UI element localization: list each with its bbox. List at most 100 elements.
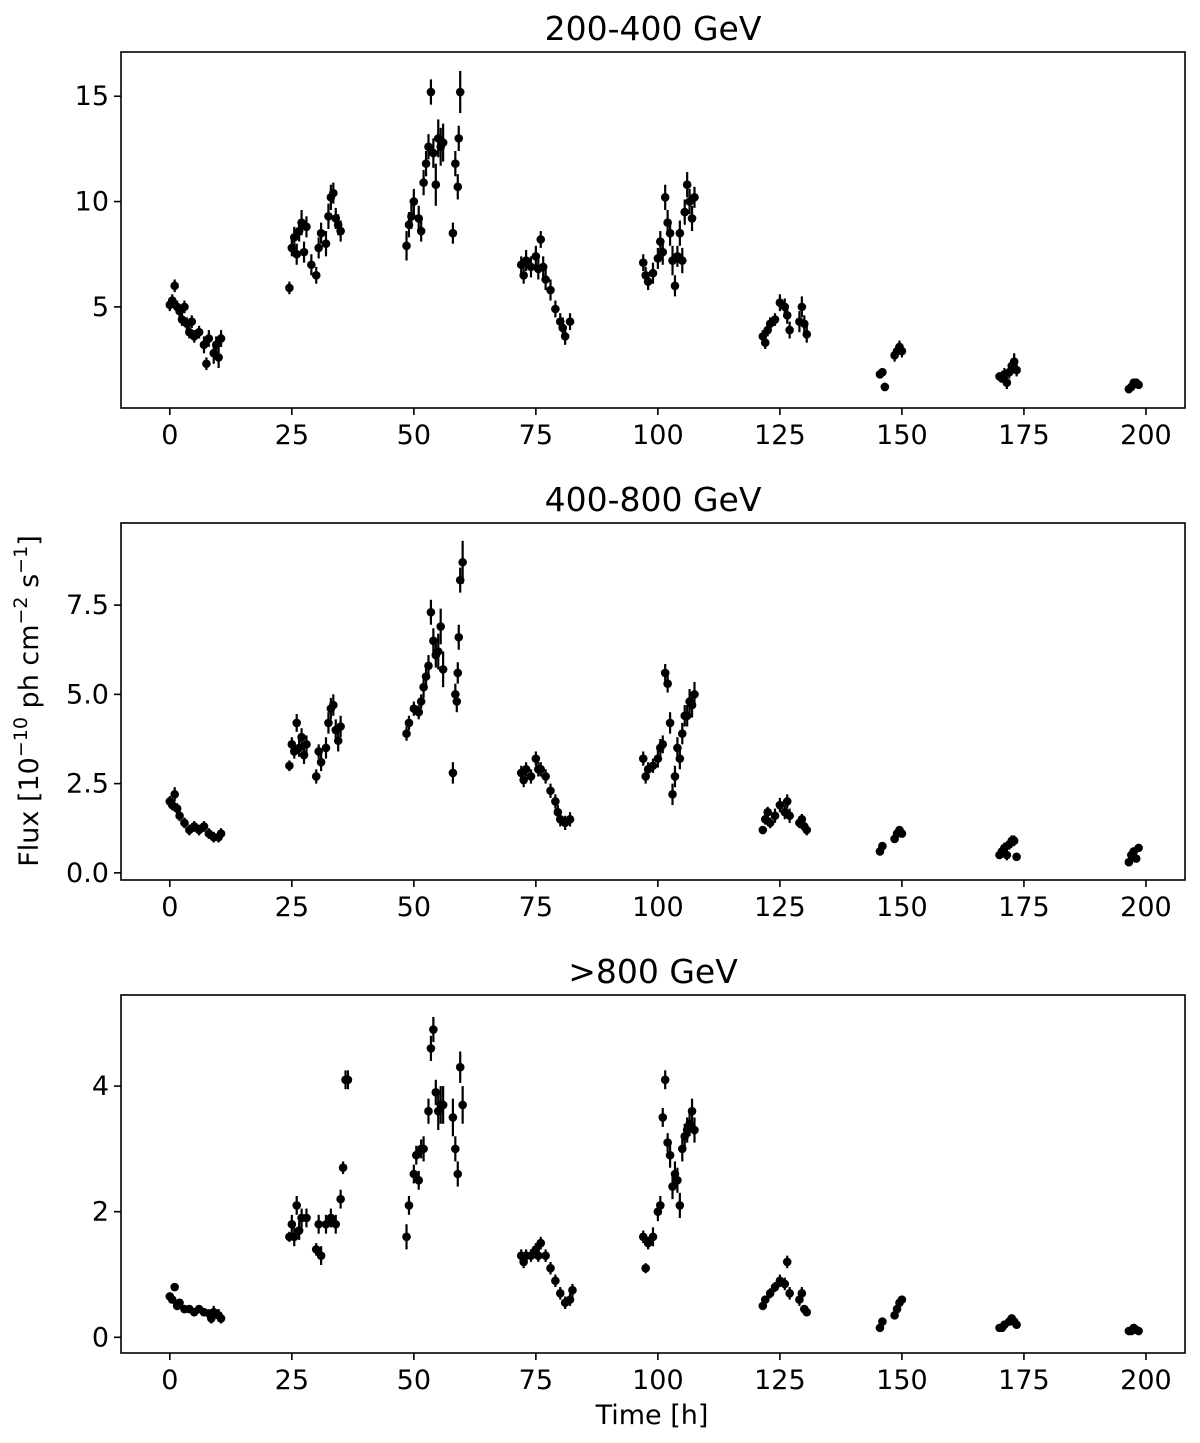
data-point bbox=[451, 1144, 460, 1154]
y-axis-label: Flux [10−10 ph cm−2 s−1] bbox=[10, 535, 45, 867]
data-point bbox=[521, 256, 531, 265]
data-point bbox=[643, 1238, 653, 1248]
data-point bbox=[294, 1226, 304, 1235]
data-point bbox=[314, 243, 323, 253]
y-axis-label-part: s bbox=[14, 574, 45, 597]
data-point bbox=[458, 1100, 467, 1110]
y-tick-label: 10 bbox=[75, 187, 109, 218]
data-point bbox=[316, 757, 326, 767]
data-point bbox=[641, 1263, 650, 1273]
data-point bbox=[424, 1106, 433, 1116]
data-point bbox=[436, 622, 445, 631]
data-point bbox=[1012, 1320, 1021, 1330]
data-point bbox=[797, 1289, 807, 1298]
data-point bbox=[656, 1201, 665, 1210]
data-point bbox=[448, 228, 458, 238]
data-point bbox=[321, 743, 331, 753]
data-point bbox=[426, 87, 436, 97]
data-point bbox=[797, 302, 807, 312]
y-axis-label-part: Flux [10 bbox=[14, 757, 45, 867]
data-point bbox=[454, 134, 464, 143]
x-tick-label: 0 bbox=[161, 1365, 178, 1396]
data-point bbox=[677, 256, 687, 265]
x-tick-label: 100 bbox=[632, 892, 684, 923]
plot-frame bbox=[120, 51, 1186, 409]
data-point bbox=[1124, 857, 1134, 867]
data-point bbox=[687, 214, 697, 223]
data-point bbox=[665, 718, 675, 728]
data-point bbox=[551, 797, 560, 806]
data-point bbox=[663, 679, 672, 688]
data-point bbox=[336, 722, 345, 731]
data-point bbox=[690, 1125, 699, 1135]
data-point bbox=[448, 1113, 458, 1122]
data-point bbox=[404, 1201, 414, 1210]
data-point bbox=[419, 1144, 428, 1154]
data-point bbox=[660, 193, 670, 202]
data-point bbox=[452, 697, 462, 706]
data-point bbox=[765, 1289, 775, 1298]
data-point bbox=[670, 772, 680, 781]
data-point bbox=[285, 761, 294, 771]
data-point bbox=[519, 775, 528, 785]
y-tick-label: 7.5 bbox=[66, 590, 109, 621]
data-point bbox=[292, 718, 302, 728]
data-point bbox=[402, 1232, 411, 1242]
data-point bbox=[648, 268, 658, 278]
data-point bbox=[302, 1213, 311, 1223]
x-tick-label: 100 bbox=[632, 420, 684, 451]
data-point bbox=[316, 228, 326, 238]
data-point bbox=[1134, 380, 1143, 390]
x-tick-label: 200 bbox=[1120, 1365, 1172, 1396]
plot-frame bbox=[120, 522, 1186, 881]
data-point bbox=[429, 148, 438, 158]
x-tick-label: 25 bbox=[275, 420, 309, 451]
data-point bbox=[541, 275, 550, 284]
data-point bbox=[402, 729, 411, 738]
data-point bbox=[214, 353, 223, 362]
data-point bbox=[302, 222, 311, 232]
data-point bbox=[287, 1219, 297, 1229]
data-point bbox=[170, 790, 179, 799]
data-point bbox=[321, 239, 331, 248]
data-point bbox=[292, 249, 302, 259]
y-tick-label: 0.0 bbox=[66, 858, 109, 889]
data-point bbox=[638, 1232, 648, 1242]
data-point bbox=[285, 283, 294, 293]
data-point bbox=[521, 765, 531, 774]
data-point bbox=[170, 281, 179, 291]
data-point bbox=[416, 697, 426, 706]
x-tick-label: 200 bbox=[1120, 420, 1172, 451]
data-point bbox=[292, 1201, 302, 1210]
data-point bbox=[426, 607, 436, 617]
data-point bbox=[289, 233, 299, 242]
data-point bbox=[541, 772, 550, 781]
data-point bbox=[1131, 854, 1141, 863]
y-tick-label: 5 bbox=[92, 292, 109, 323]
data-point bbox=[673, 1175, 682, 1185]
data-point bbox=[878, 367, 887, 377]
data-point bbox=[311, 270, 321, 280]
y-axis-label-part: ph cm bbox=[14, 624, 45, 717]
x-tick-label: 0 bbox=[161, 892, 178, 923]
data-point bbox=[453, 668, 463, 678]
y-axis-label-exponent: −2 bbox=[10, 596, 32, 624]
data-point bbox=[204, 334, 214, 343]
data-point bbox=[878, 841, 887, 851]
data-point bbox=[321, 1219, 331, 1229]
data-point bbox=[1012, 365, 1021, 375]
data-point bbox=[419, 178, 428, 187]
data-point bbox=[451, 690, 460, 699]
data-point bbox=[782, 1257, 792, 1267]
data-point bbox=[536, 765, 546, 774]
y-tick-label: 4 bbox=[92, 1071, 109, 1102]
data-point bbox=[302, 740, 311, 749]
x-tick-label: 50 bbox=[397, 892, 431, 923]
data-point bbox=[531, 754, 541, 763]
data-point bbox=[311, 772, 321, 781]
y-axis-label-exponent: −1 bbox=[10, 546, 32, 574]
panel: >800 GeV 0 25 50 75 100 125 150 175 200 0 2 4 bbox=[92, 952, 1186, 1396]
data-point bbox=[455, 1062, 465, 1072]
data-point bbox=[802, 825, 812, 835]
